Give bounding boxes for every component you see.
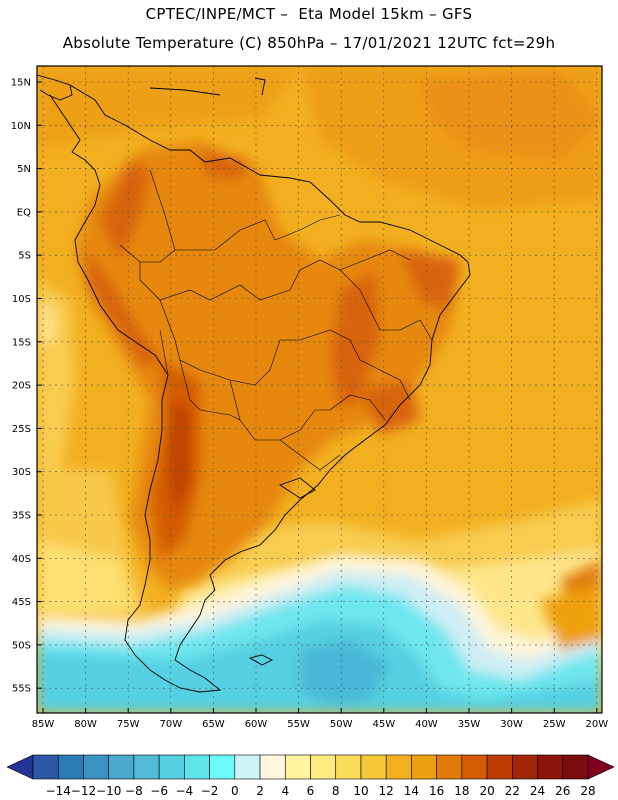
- colorbar-label: 2: [256, 784, 264, 798]
- lon-label: 45W: [372, 719, 395, 730]
- colorbar-label: 18: [454, 784, 469, 798]
- lat-label: 10S: [12, 294, 31, 305]
- colorbar-label: −14: [46, 784, 71, 798]
- colorbar-label: −4: [176, 784, 194, 798]
- colorbar-label: 28: [580, 784, 595, 798]
- colorbar-label: 20: [479, 784, 494, 798]
- colorbar-swatch: [234, 754, 261, 780]
- lat-label: 15N: [11, 78, 31, 89]
- colorbar-swatch: [209, 754, 236, 780]
- colorbar-label: 8: [332, 784, 340, 798]
- map-subtitle: Absolute Temperature (C) 850hPa – 17/01/…: [62, 34, 556, 52]
- colorbar-label: 14: [404, 784, 419, 798]
- colorbar-label: −12: [71, 784, 96, 798]
- colorbar-swatch: [461, 754, 488, 780]
- lon-label: 65W: [202, 719, 225, 730]
- latitude-labels: 15N 10N 5N EQ 5S 10S 15S 20S 25S 30S 35S 40S 45S 50S 5…: [11, 78, 42, 695]
- colorbar-swatch: [184, 754, 210, 780]
- lat-label: EQ: [17, 207, 31, 218]
- colorbar-label: 16: [429, 784, 444, 798]
- lat-label: 40S: [12, 554, 31, 565]
- colorbar-label: −6: [150, 784, 168, 798]
- lon-label: 85W: [32, 719, 55, 730]
- lat-label: 5N: [17, 164, 31, 175]
- colorbar-swatch: [562, 754, 589, 780]
- lat-label: 10N: [11, 121, 31, 132]
- colorbar-label: 24: [530, 784, 545, 798]
- longitude-labels: 85W 80W 75W 70W 65W 60W 55W 50W 45W 40W 35W 30W 25W 2…: [32, 708, 608, 730]
- colorbar-swatch: [310, 754, 337, 780]
- colorbar-swatch: [360, 754, 387, 780]
- colorbar-swatch: [83, 754, 109, 780]
- lat-label: 25S: [12, 424, 31, 435]
- lat-label: 55S: [12, 684, 31, 695]
- colorbar-label: 10: [353, 784, 368, 798]
- lon-label: 80W: [74, 719, 97, 730]
- colorbar-swatch: [284, 754, 311, 780]
- colorbar-swatch: [133, 754, 160, 780]
- colorbar-label: 4: [281, 784, 289, 798]
- lon-label: 55W: [287, 719, 310, 730]
- colorbar-label: −2: [201, 784, 219, 798]
- gridlines: [37, 66, 602, 713]
- colorbar-label: −8: [125, 784, 143, 798]
- colorbar-swatch: [436, 754, 463, 780]
- lat-label: 50S: [12, 640, 31, 651]
- colorbar-min-arrow: [6, 754, 34, 780]
- colorbar-swatch: [335, 754, 362, 780]
- lon-label: 50W: [330, 719, 353, 730]
- colorbar-swatch: [486, 754, 513, 780]
- temperature-field: [37, 66, 602, 713]
- colorbar-swatch: [32, 754, 59, 780]
- lon-label: 20W: [585, 719, 608, 730]
- lon-label: 60W: [245, 719, 268, 730]
- lat-label: 45S: [12, 597, 31, 608]
- colorbar-label: 26: [555, 784, 570, 798]
- colorbar-label: 0: [231, 784, 239, 798]
- colorbar-swatch: [158, 754, 185, 780]
- colorbar-labels: −14 −12 −10 −8 −6 −4 −2 0 2 4 6 8 10 12 14 16 18 20 22 24 26…: [46, 784, 596, 798]
- lat-label: 5S: [18, 251, 31, 262]
- lat-label: 30S: [12, 467, 31, 478]
- lon-label: 35W: [458, 719, 481, 730]
- colorbar-swatch: [57, 754, 84, 780]
- lon-label: 70W: [159, 719, 182, 730]
- colorbar-swatch: [259, 754, 286, 780]
- colorbar-label: 22: [505, 784, 520, 798]
- colorbar-max-arrow: [587, 754, 615, 780]
- colorbar-swatch: [512, 754, 538, 780]
- map-title: CPTEC/INPE/MCT – Eta Model 15km – GFS: [145, 5, 473, 23]
- colorbar-label: −10: [96, 784, 121, 798]
- coastlines: [37, 74, 471, 693]
- colorbar-swatch: [411, 754, 437, 780]
- colorbar-swatch: [385, 754, 412, 780]
- lon-label: 75W: [117, 719, 140, 730]
- colorbar: [6, 754, 615, 780]
- lon-label: 25W: [543, 719, 566, 730]
- plot-frame: [36, 65, 603, 714]
- lat-label: 35S: [12, 511, 31, 522]
- colorbar-label: 12: [379, 784, 394, 798]
- colorbar-swatch: [108, 754, 135, 780]
- lon-label: 30W: [500, 719, 523, 730]
- colorbar-label: 6: [307, 784, 315, 798]
- lon-label: 40W: [415, 719, 438, 730]
- lat-label: 20S: [12, 381, 31, 392]
- colorbar-swatch: [537, 754, 564, 780]
- lat-label: 15S: [12, 337, 31, 348]
